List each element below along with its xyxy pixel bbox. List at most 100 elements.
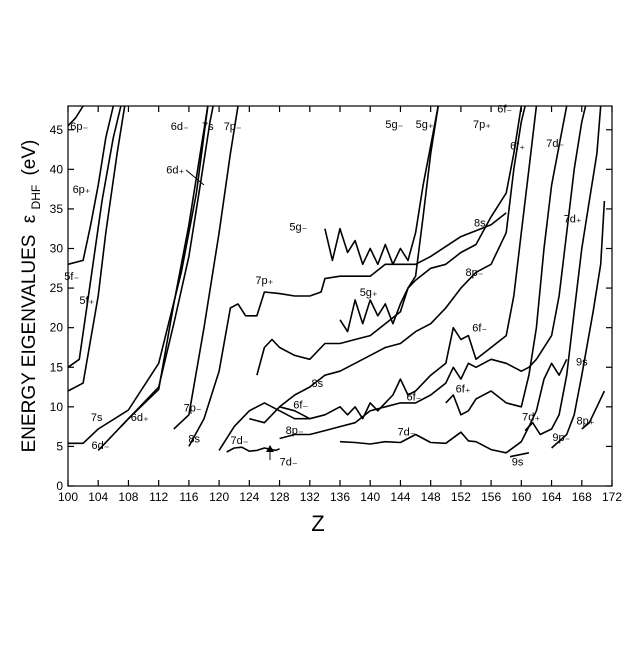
y-tick-label: 30: [50, 242, 64, 256]
x-tick-label: 120: [209, 490, 229, 504]
y-tick-label: 25: [50, 281, 64, 295]
curve-label: 6d₊: [131, 412, 149, 424]
curve-label: 7p₋: [184, 403, 202, 415]
curve-label: 5g₊: [360, 287, 378, 299]
curve-label: 6f₋: [293, 399, 308, 411]
x-tick-label: 136: [330, 490, 350, 504]
curve-label: 9s: [512, 456, 524, 468]
curve-label: 8s: [188, 433, 200, 445]
curve-7p₊: [256, 105, 523, 376]
y-axis-title: ENERGY EIGENVALUES ε DHF (eV): [19, 140, 45, 453]
x-tick-label: 116: [179, 490, 198, 504]
x-tick-label: 104: [88, 490, 108, 504]
curve-9s: [509, 452, 530, 458]
x-tick-label: 160: [511, 490, 531, 504]
curves-group: [67, 105, 606, 458]
curve-8p₋: [249, 105, 526, 424]
curve-label: 8p₋: [465, 267, 483, 279]
curve-label: 7s: [91, 412, 103, 424]
curve-7p₋: [173, 105, 239, 430]
curve-label: 5g₋: [385, 119, 403, 131]
y-tick-label: 45: [50, 123, 64, 137]
curve-label: 7d₋: [280, 456, 298, 468]
y-tick-label: 15: [50, 360, 64, 374]
y-tick-label: 40: [50, 162, 64, 176]
curve-label: 6p₊: [73, 184, 91, 196]
x-tick-label: 128: [270, 490, 290, 504]
curve-label: 9s: [576, 357, 588, 369]
x-tick-label: 156: [481, 490, 501, 504]
curve-6p₋: [67, 105, 84, 127]
curve-label: 5g₊: [416, 119, 434, 131]
y-tick-label: 20: [50, 321, 64, 335]
curve-label: 7d₋: [397, 426, 415, 438]
curve-label: 7d₊: [522, 411, 540, 423]
x-tick-label: 108: [118, 490, 138, 504]
curve-label: 7d₋: [546, 138, 564, 150]
curve-7p₊: [218, 402, 310, 451]
x-tick-label: 148: [421, 490, 441, 504]
curve-label: 7s: [202, 121, 214, 133]
curve-6p₊: [67, 105, 115, 266]
curve-5g₊: [339, 105, 439, 333]
curve-label: 6f₋: [497, 103, 512, 115]
curve-7d₋: [226, 446, 280, 453]
ticks-group: 100 104 108 112 116 120 124 128 132 136 140 144 148 1…: [50, 106, 622, 504]
x-axis-title: Z: [311, 511, 324, 536]
curve-label: 7p₊: [255, 275, 273, 287]
curve-label: 5g₋: [289, 221, 307, 233]
curve-8s: [188, 212, 507, 447]
y-axis-title-symbol: ε: [19, 214, 40, 223]
curve-label: 8p₊: [577, 415, 595, 427]
curve-6f₊: [445, 105, 568, 416]
curve-label: 6f₊: [456, 384, 471, 396]
curve-5g₋: [324, 105, 439, 266]
curve-label: 6f₋: [472, 323, 487, 335]
curve-label: 5f₋: [64, 271, 79, 283]
curve-7d₋: [339, 358, 568, 454]
curve-label: 6f₋: [407, 392, 422, 404]
x-tick-label: 172: [602, 490, 622, 504]
curve-labels-group: 6p₋ 6p₊ 5f₋5f₊ 7s 6d₋ 6d₊ 6d₋ 6d₊ 7s 7p₋ 7p₋ 8s 7d₋ 7…: [64, 103, 594, 468]
curve-5f₊: [67, 105, 126, 392]
x-tick-label: 132: [300, 490, 320, 504]
curve-label: 9p₋: [552, 432, 570, 444]
y-tick-label: 35: [50, 202, 64, 216]
pointer-arrows-group: [185, 169, 274, 460]
curve-label: 6d₋: [91, 440, 109, 452]
curve-label: 7d₊: [564, 213, 582, 225]
arrow-head: [266, 445, 274, 452]
x-tick-label: 168: [572, 490, 592, 504]
curve-5f₋: [67, 105, 122, 368]
curve-label: 6d₋: [171, 121, 189, 133]
curve-label: 6d₊: [166, 164, 184, 176]
curve-label: 7d₋: [230, 435, 248, 447]
curve-6f₋: [279, 105, 538, 420]
curve-label: 6f₊: [510, 141, 525, 153]
curve-label: 8p₋: [286, 425, 304, 437]
curve-7d₊: [524, 105, 602, 436]
y-axis-title-unit: (eV): [19, 140, 40, 176]
curve-6d₊: [120, 105, 214, 428]
x-tick-label: 112: [149, 490, 168, 504]
curve-label: 7p₋: [224, 121, 242, 133]
curve-label: 7p₊: [473, 119, 491, 131]
curve-label: 8s: [474, 217, 486, 229]
x-tick-label: 124: [239, 490, 259, 504]
y-axis-title-main: ENERGY EIGENVALUES: [19, 235, 40, 453]
curve-label: 8s: [312, 378, 324, 390]
curve-7s: [68, 105, 209, 445]
x-tick-label: 140: [360, 490, 380, 504]
x-tick-label: 164: [542, 490, 562, 504]
curve-8p₊: [581, 390, 606, 430]
curve-label: 6p₋: [70, 121, 88, 133]
curve-9p₋: [551, 200, 606, 449]
x-tick-label: 100: [58, 490, 78, 504]
curve-label: 5f₊: [79, 295, 94, 307]
y-tick-label: 5: [56, 439, 63, 453]
pointer-arrow: [185, 169, 205, 186]
y-tick-label: 10: [50, 400, 64, 414]
x-tick-label: 152: [451, 490, 471, 504]
